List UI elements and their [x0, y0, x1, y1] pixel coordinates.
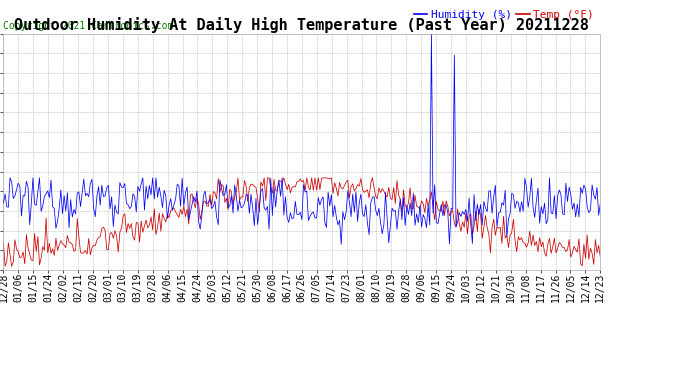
Title: Outdoor Humidity At Daily High Temperature (Past Year) 20211228: Outdoor Humidity At Daily High Temperatu…	[14, 16, 589, 33]
Text: Copyright 2021 Cartronics.com: Copyright 2021 Cartronics.com	[3, 21, 174, 32]
Legend: Humidity (%), Temp (°F): Humidity (%), Temp (°F)	[413, 9, 595, 21]
